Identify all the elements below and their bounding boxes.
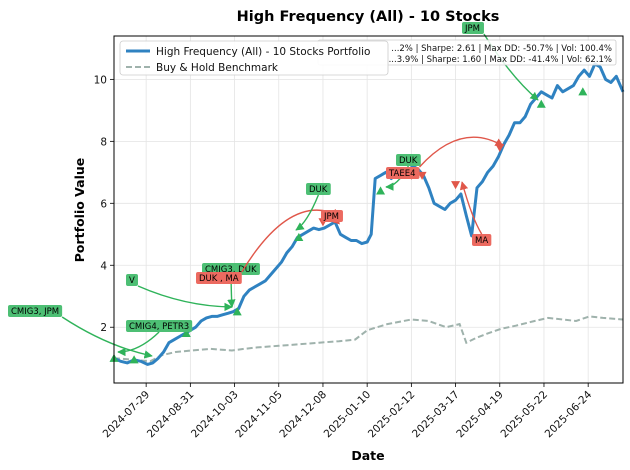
sell-marker xyxy=(451,181,461,190)
trade-annotation-arrow xyxy=(61,316,153,359)
trade-annotation-box xyxy=(8,305,63,317)
trade-annotation-label: CMIG4, PETR3 xyxy=(129,322,189,332)
trade-annotation-box xyxy=(126,320,193,332)
trade-annotation-box xyxy=(472,234,492,246)
grid xyxy=(114,36,623,383)
legend-label-benchmark: Buy & Hold Benchmark xyxy=(156,62,279,74)
legend-label-portfolio: High Frequency (All) - 10 Stocks Portfol… xyxy=(156,46,371,58)
trade-annotation-label: DUK , MA xyxy=(199,274,239,284)
legend-box xyxy=(119,40,389,76)
stats-line-1: ...2% | Sharpe: 2.61 | Max DD: -50.7% | … xyxy=(391,44,612,54)
trade-annotation: JPM xyxy=(321,210,343,225)
trade-annotation-arrow xyxy=(459,181,483,235)
trade-annotation-box xyxy=(396,154,421,166)
buy-marker xyxy=(294,232,304,241)
series-line-benchmark xyxy=(113,315,624,363)
x-tick-label: 2025-06-24 xyxy=(543,388,595,440)
x-axis: 2024-07-292024-08-312024-10-032024-11-05… xyxy=(101,383,595,440)
trade-annotation: CMIG3, JPM xyxy=(8,305,153,359)
buy-marker xyxy=(232,307,242,316)
trade-annotation: MA xyxy=(459,181,492,246)
trade-annotation-arrow xyxy=(418,136,504,168)
trade-annotation-label: MA xyxy=(475,236,488,246)
trade-annotation-label: TAEE4 xyxy=(388,169,416,179)
trade-annotation-box xyxy=(386,167,420,179)
buy-marker xyxy=(181,328,191,338)
legend: High Frequency (All) - 10 Stocks Portfol… xyxy=(119,40,389,76)
buy-marker xyxy=(376,186,386,195)
trade-annotation-arrow xyxy=(295,194,320,231)
y-tick-label: 8 xyxy=(100,136,107,148)
trade-annotation-label: V xyxy=(129,276,135,286)
trade-annotation-label: JPM xyxy=(323,212,339,222)
y-axis: 2 4 6 8 10 xyxy=(94,74,114,334)
trade-annotation-arrow xyxy=(137,285,233,312)
trade-annotation-label: DUK xyxy=(309,185,328,195)
trade-annotation-box xyxy=(196,272,242,284)
y-tick-label: 2 xyxy=(100,322,107,334)
buy-marker xyxy=(536,99,546,108)
trade-annotation-label: CMIG3, JPM xyxy=(11,307,59,317)
sell-marker xyxy=(417,171,427,180)
plot-frame xyxy=(113,35,624,384)
trade-annotation-box xyxy=(126,274,138,286)
y-tick-label: 4 xyxy=(100,260,107,272)
y-tick-label: 6 xyxy=(100,198,107,210)
trade-annotation: CMIG4, PETR3 xyxy=(117,320,193,357)
chart-title: High Frequency (All) - 10 Stocks xyxy=(237,9,500,25)
trade-annotation-label: JPM xyxy=(464,24,480,34)
x-axis-label: Date xyxy=(351,448,384,463)
trade-annotation: V xyxy=(126,274,233,312)
trade-annotation: DUK xyxy=(295,183,331,231)
buy-marker xyxy=(578,87,588,96)
trade-annotation-box xyxy=(462,22,484,34)
y-axis-label: Portfolio Value xyxy=(72,158,87,263)
y-tick-label: 10 xyxy=(94,74,107,86)
trade-annotation: TAEE4 xyxy=(386,136,504,179)
stats-line-2: ...3.9% | Sharpe: 1.60 | Max DD: -41.4% … xyxy=(389,55,612,65)
trade-annotation-box xyxy=(306,183,331,195)
trade-annotation: CMIG3, DUK xyxy=(202,263,260,308)
trade-annotation-arrow xyxy=(117,331,160,357)
trade-annotation-label: DUK xyxy=(399,156,418,166)
trade-annotation-label: CMIG3, DUK xyxy=(205,265,257,275)
buy-marker xyxy=(129,355,139,364)
trade-annotation: DUK , MA xyxy=(196,208,341,284)
trade-annotation-box xyxy=(321,210,343,222)
